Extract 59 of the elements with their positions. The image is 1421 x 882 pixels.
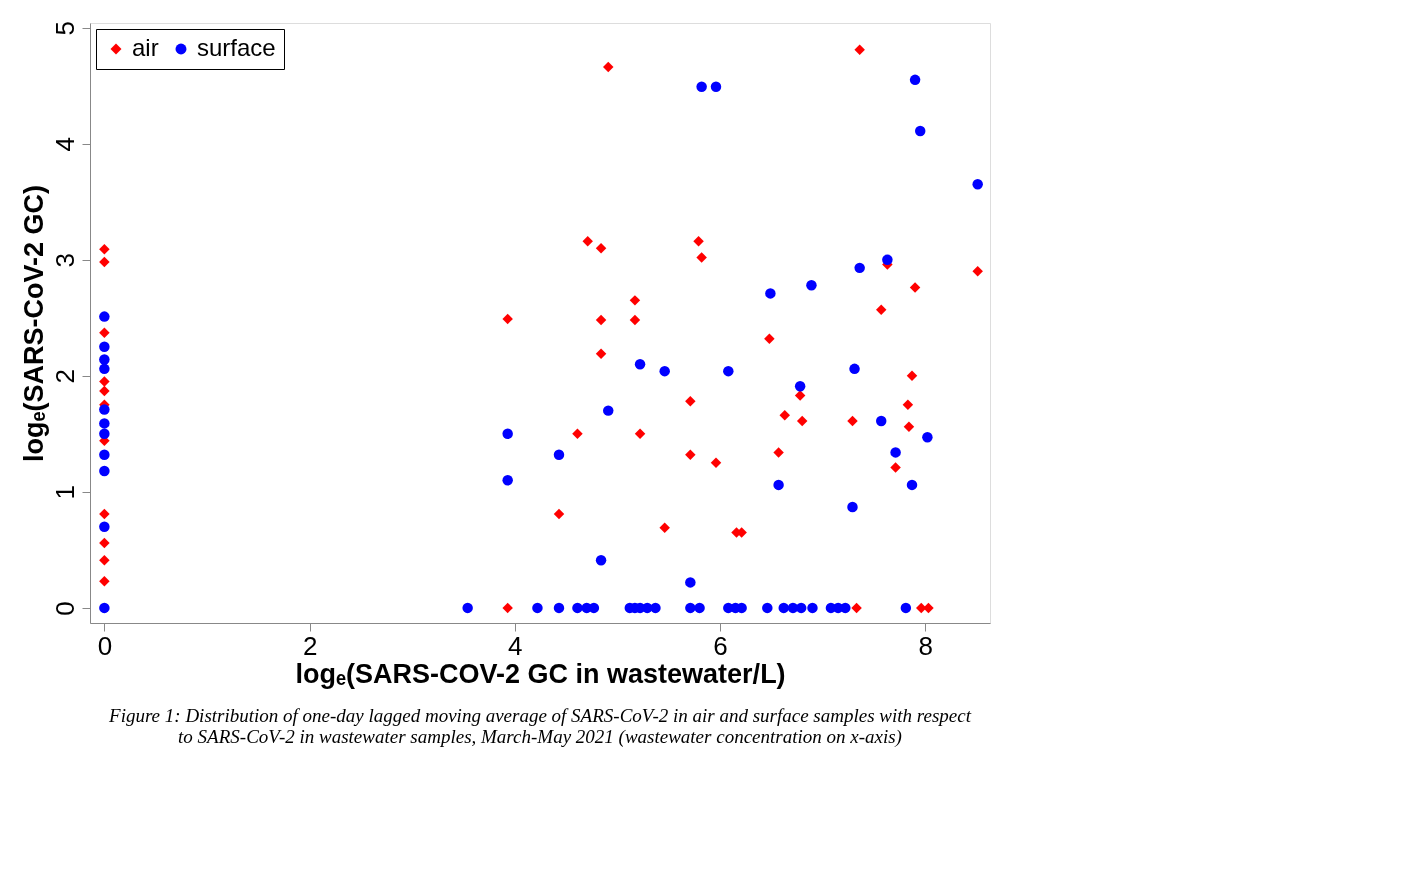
point [99, 256, 110, 268]
point [909, 282, 921, 293]
point [99, 385, 110, 397]
point [696, 252, 707, 263]
x-tick-label: 2 [302, 630, 318, 661]
x-tick-label: 6 [713, 630, 728, 661]
point [99, 327, 110, 339]
point [710, 457, 722, 469]
point [99, 244, 110, 255]
y-axis-title: logₑ(SARS-CoV-2 GC) [18, 184, 49, 463]
point [923, 602, 934, 614]
point [629, 314, 641, 326]
point [595, 314, 607, 326]
x-axis-title: logₑ(SARS-COV-2 GC in wastewater/L) [295, 658, 786, 689]
point [99, 555, 110, 566]
point [903, 421, 915, 433]
point [693, 235, 704, 247]
point [854, 44, 865, 55]
point [972, 266, 983, 277]
point [629, 295, 641, 306]
point [779, 410, 790, 421]
point [603, 61, 614, 73]
point [764, 333, 775, 344]
point [890, 462, 901, 473]
y-tick-label: 0 [49, 601, 80, 616]
point [502, 602, 513, 614]
point [847, 415, 858, 427]
point [99, 575, 110, 587]
x-tick-label: 4 [508, 630, 523, 661]
legend-label: surface [197, 34, 276, 61]
x-tick-label: 0 [97, 630, 113, 661]
point [553, 508, 565, 520]
y-tick-label: 2 [49, 369, 80, 384]
y-tick-label: 1 [49, 485, 80, 500]
point [99, 508, 110, 520]
point [902, 399, 914, 411]
point [794, 390, 806, 401]
y-tick-label: 4 [49, 136, 80, 152]
caption: Figure 1: Distribution of one-day lagged moving average of SARS-CoV-2 in air and surface samples with respect to SARS-CoV-2 in wastewater samples, March-May 2021 (wastewater concentration on x-axis) [108, 705, 972, 748]
point [796, 415, 808, 427]
point [99, 376, 110, 387]
point [595, 348, 607, 359]
y-tick-label: 3 [49, 253, 80, 268]
point [634, 428, 646, 440]
point [875, 304, 887, 315]
point [685, 396, 696, 407]
point [685, 449, 696, 460]
point [582, 235, 593, 247]
point [572, 428, 583, 440]
point [659, 522, 670, 534]
point [851, 602, 862, 614]
point [906, 370, 918, 382]
x-tick-label: 8 [918, 630, 934, 661]
point [99, 537, 110, 549]
point [595, 242, 607, 254]
y-tick-label: 5 [49, 20, 80, 36]
legend-label: air [132, 34, 159, 61]
point [502, 313, 513, 325]
point [773, 447, 784, 458]
